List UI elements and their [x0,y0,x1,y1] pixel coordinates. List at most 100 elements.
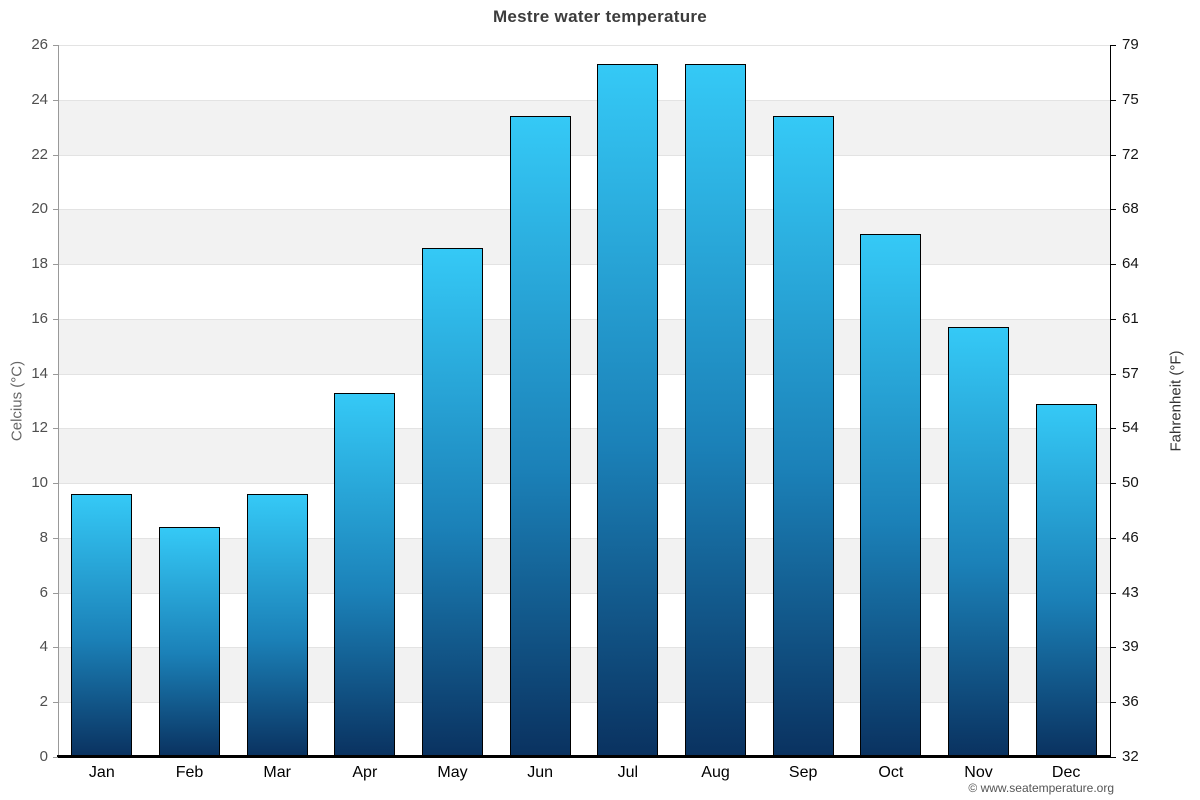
fahrenheit-tick-label: 32 [1122,748,1139,765]
grid-band [58,537,1110,593]
celsius-axis-line [58,45,59,757]
fahrenheit-tick-mark [1110,592,1116,594]
temperature-bar[interactable] [948,327,1009,757]
y-gridline [58,537,1110,539]
y-gridline [58,45,1110,46]
month-label: Sep [788,764,818,781]
y-gridline [58,647,1110,649]
temperature-bar[interactable] [509,116,571,757]
temperature-bar[interactable] [1035,403,1097,757]
temperature-bar[interactable] [422,247,483,757]
y-gridline [58,702,1110,704]
celsius-tick-mark [53,209,58,211]
fahrenheit-tick-label: 39 [1122,638,1139,656]
y-gridline [58,483,1110,485]
fahrenheit-tick-mark [1110,757,1116,758]
fahrenheit-tick-label: 36 [1122,693,1139,711]
temperature-bar[interactable] [246,494,308,757]
fahrenheit-tick-mark [1110,373,1116,375]
celsius-tick-mark [53,757,58,758]
y-gridline [58,264,1110,266]
fahrenheit-tick-mark [1110,154,1116,156]
fahrenheit-axis-line [1110,45,1111,757]
month-label: Jul [617,764,639,781]
temperature-bar[interactable] [772,116,834,757]
celsius-tick-label: 24 [31,90,48,108]
temperature-bar[interactable] [71,494,133,757]
fahrenheit-tick-label: 50 [1122,474,1139,492]
fahrenheit-tick-label: 79 [1122,36,1139,53]
month-label: Feb [175,764,204,781]
fahrenheit-tick-mark [1110,428,1116,430]
month-label: Dec [1051,764,1081,781]
celsius-tick-mark [53,373,58,375]
fahrenheit-tick-mark [1110,264,1116,266]
month-label: Jun [527,764,554,781]
celsius-tick-label: 22 [31,145,48,163]
celsius-tick-mark [53,647,58,649]
celsius-tick-label: 26 [31,36,48,53]
fahrenheit-tick-mark [1110,702,1116,704]
fahrenheit-tick-label: 68 [1122,200,1139,218]
celsius-tick-mark [53,45,58,46]
y-gridline [58,99,1110,101]
fahrenheit-tick-mark [1110,483,1116,485]
y-gridline [58,154,1110,156]
fahrenheit-axis-title: Fahrenheit (°F) [1167,350,1185,452]
celsius-tick-label: 20 [31,200,48,218]
celsius-tick-label: 12 [31,419,48,437]
grid-band [58,318,1110,374]
celsius-tick-mark [53,318,58,320]
grid-band [58,209,1110,265]
temperature-bar[interactable] [159,526,220,757]
fahrenheit-tick-label: 46 [1122,528,1139,546]
celsius-tick-label: 8 [39,528,48,546]
month-label: Mar [263,764,291,781]
celsius-tick-label: 18 [31,255,48,273]
y-gridline [58,428,1110,430]
fahrenheit-tick-mark [1110,45,1116,46]
celsius-tick-mark [53,702,58,704]
celsius-tick-mark [53,99,58,101]
x-axis-line [57,755,1111,758]
y-gridline [58,209,1110,211]
y-gridline [58,318,1110,320]
celsius-tick-label: 4 [39,638,48,656]
chart-title: Mestre water temperature [492,7,708,26]
fahrenheit-tick-label: 72 [1122,145,1139,163]
celsius-tick-mark [53,592,58,594]
fahrenheit-tick-mark [1110,647,1116,649]
grid-band [58,647,1110,703]
y-gridline [58,373,1110,375]
celsius-tick-mark [53,483,58,485]
celsius-tick-label: 0 [39,748,48,765]
fahrenheit-tick-label: 61 [1122,309,1139,327]
celsius-tick-label: 10 [31,474,48,492]
celsius-tick-mark [53,428,58,430]
month-label: Jan [88,764,115,781]
fahrenheit-tick-label: 54 [1122,419,1139,437]
celsius-tick-label: 16 [31,309,48,327]
temperature-bar[interactable] [597,64,659,757]
month-label: Aug [701,764,730,781]
temperature-bar[interactable] [334,392,396,757]
fahrenheit-tick-mark [1110,537,1116,539]
fahrenheit-tick-label: 75 [1122,90,1139,108]
month-label: Nov [964,764,993,781]
fahrenheit-tick-mark [1110,99,1116,101]
grid-band [58,428,1110,484]
fahrenheit-tick-label: 64 [1122,255,1139,273]
temperature-bar[interactable] [860,233,922,757]
fahrenheit-tick-label: 43 [1122,583,1139,601]
temperature-bar[interactable] [685,64,746,757]
celsius-tick-label: 14 [31,364,48,382]
y-gridline [58,592,1110,594]
celsius-tick-mark [53,537,58,539]
month-label: Apr [352,764,378,781]
grid-band [58,99,1110,155]
month-label: May [437,764,468,781]
copyright-text: © www.seatemperature.org [968,781,1114,795]
celsius-tick-mark [53,154,58,156]
celsius-tick-label: 6 [39,583,48,601]
